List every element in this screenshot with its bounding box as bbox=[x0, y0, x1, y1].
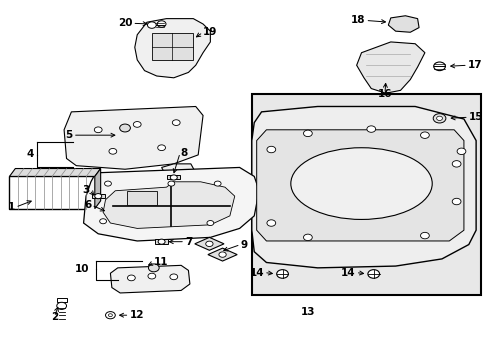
Circle shape bbox=[303, 130, 312, 136]
Circle shape bbox=[157, 21, 165, 27]
Text: 11: 11 bbox=[154, 257, 168, 267]
Polygon shape bbox=[95, 168, 101, 209]
Polygon shape bbox=[207, 248, 237, 261]
Circle shape bbox=[167, 181, 174, 186]
Polygon shape bbox=[110, 265, 189, 293]
Bar bbox=[57, 298, 66, 302]
Ellipse shape bbox=[290, 148, 431, 220]
Circle shape bbox=[276, 270, 288, 278]
Circle shape bbox=[158, 239, 165, 244]
Circle shape bbox=[266, 146, 275, 153]
Circle shape bbox=[158, 145, 165, 150]
Bar bbox=[92, 194, 104, 198]
Circle shape bbox=[133, 122, 141, 127]
Bar bbox=[127, 191, 157, 205]
Circle shape bbox=[266, 220, 275, 226]
Circle shape bbox=[420, 132, 428, 138]
Text: 15: 15 bbox=[468, 112, 482, 122]
Text: 9: 9 bbox=[240, 239, 247, 249]
Circle shape bbox=[456, 148, 465, 154]
Text: 18: 18 bbox=[350, 15, 365, 26]
Circle shape bbox=[303, 234, 312, 240]
Polygon shape bbox=[251, 107, 475, 268]
Polygon shape bbox=[9, 168, 101, 176]
Polygon shape bbox=[83, 167, 259, 241]
Circle shape bbox=[436, 116, 442, 121]
Polygon shape bbox=[356, 42, 424, 93]
Circle shape bbox=[148, 264, 159, 272]
Circle shape bbox=[169, 274, 177, 280]
Circle shape bbox=[170, 175, 177, 180]
Polygon shape bbox=[256, 130, 463, 241]
Polygon shape bbox=[103, 182, 234, 228]
Polygon shape bbox=[152, 33, 193, 60]
Polygon shape bbox=[135, 19, 210, 78]
Polygon shape bbox=[387, 16, 418, 32]
Polygon shape bbox=[64, 107, 203, 169]
Text: 17: 17 bbox=[467, 60, 482, 70]
Bar bbox=[155, 239, 167, 244]
Circle shape bbox=[219, 252, 226, 257]
Bar bbox=[167, 175, 180, 179]
Circle shape bbox=[432, 114, 445, 123]
Circle shape bbox=[120, 124, 130, 132]
Text: 7: 7 bbox=[184, 237, 192, 247]
Circle shape bbox=[451, 161, 460, 167]
Text: 4: 4 bbox=[26, 149, 34, 159]
Text: 8: 8 bbox=[180, 148, 187, 158]
Circle shape bbox=[105, 312, 115, 319]
Polygon shape bbox=[194, 237, 224, 250]
Text: 16: 16 bbox=[377, 89, 391, 99]
Circle shape bbox=[433, 62, 445, 71]
Circle shape bbox=[172, 120, 180, 126]
Text: 13: 13 bbox=[300, 307, 314, 317]
Circle shape bbox=[367, 270, 379, 278]
Circle shape bbox=[109, 148, 117, 154]
Circle shape bbox=[127, 275, 135, 281]
Text: 20: 20 bbox=[118, 18, 132, 28]
Circle shape bbox=[451, 198, 460, 205]
Text: 5: 5 bbox=[65, 130, 73, 140]
Bar bbox=[251, 94, 480, 295]
Text: 12: 12 bbox=[129, 310, 143, 320]
Circle shape bbox=[57, 302, 66, 310]
Circle shape bbox=[206, 221, 213, 226]
Circle shape bbox=[148, 273, 156, 279]
Circle shape bbox=[366, 126, 375, 132]
Circle shape bbox=[214, 181, 221, 186]
Circle shape bbox=[147, 22, 156, 28]
Text: 19: 19 bbox=[203, 27, 217, 37]
Circle shape bbox=[205, 241, 213, 247]
Circle shape bbox=[94, 127, 102, 133]
Text: 2: 2 bbox=[51, 312, 58, 322]
Text: 14: 14 bbox=[340, 267, 355, 278]
Circle shape bbox=[108, 314, 112, 317]
Circle shape bbox=[104, 181, 111, 186]
Polygon shape bbox=[161, 164, 195, 180]
Text: 14: 14 bbox=[249, 267, 264, 278]
Text: 10: 10 bbox=[75, 264, 89, 274]
Text: 3: 3 bbox=[82, 185, 89, 195]
Circle shape bbox=[95, 194, 102, 199]
Text: 6: 6 bbox=[84, 200, 91, 210]
Bar bbox=[9, 176, 95, 209]
Circle shape bbox=[100, 219, 106, 224]
Circle shape bbox=[420, 232, 428, 239]
Text: 1: 1 bbox=[8, 202, 15, 212]
